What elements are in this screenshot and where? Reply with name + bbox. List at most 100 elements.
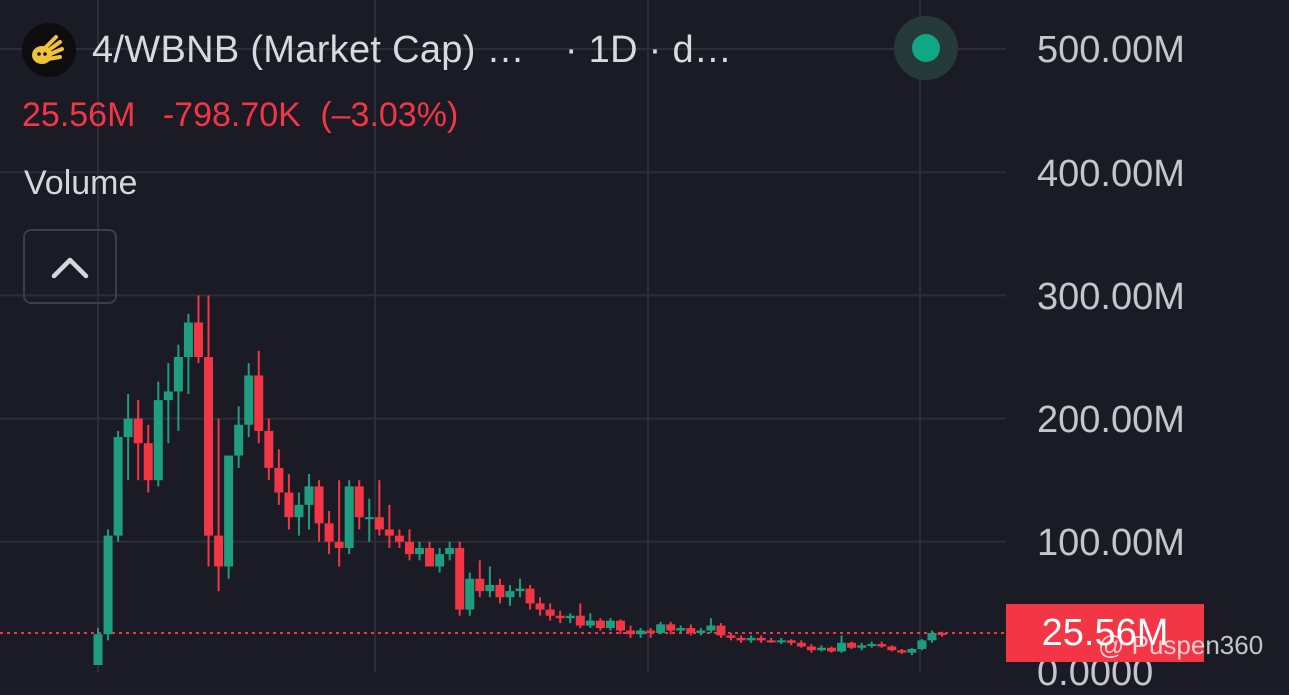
candle-body [143, 443, 153, 481]
candle-body [907, 648, 917, 653]
candle [907, 647, 917, 656]
candle [917, 639, 927, 651]
candle [153, 381, 163, 487]
candle [615, 619, 625, 635]
hand-logo-icon[interactable] [22, 23, 76, 77]
candle-body [867, 644, 877, 647]
candle-body [816, 647, 826, 651]
candle [937, 631, 947, 637]
candle [344, 480, 354, 555]
candle [505, 584, 515, 606]
candle-body [646, 630, 656, 633]
candle-body [847, 642, 857, 648]
candle [555, 610, 565, 624]
candle [756, 635, 766, 643]
candle-body [384, 529, 394, 536]
candle-body [897, 650, 907, 653]
candle-body [354, 486, 364, 518]
candle [515, 578, 525, 598]
candle-body [656, 624, 666, 633]
candle-body [796, 642, 806, 647]
candle [334, 480, 344, 567]
candle-body [495, 584, 505, 598]
candle [143, 424, 153, 493]
collapse-indicators-button[interactable] [23, 229, 117, 304]
candle-body [555, 615, 565, 619]
candle-body [917, 640, 927, 649]
candle-body [585, 620, 595, 626]
candle [485, 566, 495, 598]
candle [354, 480, 364, 530]
candle-body [163, 391, 173, 401]
candle-body [565, 615, 575, 619]
candle-body [756, 637, 766, 641]
candle [234, 406, 244, 468]
candlestick-chart[interactable] [0, 0, 1289, 672]
candle [887, 645, 897, 652]
candle [244, 363, 254, 438]
candle-body [545, 609, 555, 616]
candle [103, 529, 113, 641]
interval-label[interactable]: · 1D · d… [564, 28, 733, 71]
candle-body [425, 547, 435, 567]
candle-body [927, 632, 937, 641]
candle [897, 648, 907, 654]
candle-body [234, 424, 244, 456]
candle [93, 628, 103, 665]
candle-body [103, 535, 113, 635]
candle [465, 572, 475, 616]
candle [224, 455, 234, 579]
candle-body [415, 547, 425, 555]
candle [796, 640, 806, 648]
candle-body [575, 615, 585, 626]
candle-body [595, 620, 605, 629]
price-summary: 25.56M -798.70K (–3.03%) [22, 96, 476, 135]
candle [214, 418, 224, 592]
candle [415, 541, 425, 561]
candle-body [204, 357, 214, 536]
candle [545, 603, 555, 621]
symbol-title[interactable]: 4/WBNB (Market Cap) … [92, 28, 525, 71]
candle-body [535, 603, 545, 610]
candle [294, 492, 304, 536]
candle-body [726, 635, 736, 638]
candles [93, 295, 947, 665]
candle-body [776, 640, 786, 643]
candle-body [475, 578, 485, 592]
candle-body [455, 547, 465, 610]
candle [435, 547, 445, 573]
last-price: 25.56M [22, 96, 136, 134]
candle [364, 498, 374, 542]
candle [786, 639, 796, 646]
candle [656, 621, 666, 635]
live-status-dot-icon[interactable] [894, 16, 958, 80]
candle-body [435, 554, 445, 567]
candle [575, 603, 585, 629]
volume-indicator-label[interactable]: Volume [24, 164, 138, 202]
candle [163, 363, 173, 444]
candle-body [887, 646, 897, 651]
candle [605, 618, 615, 631]
candle [455, 541, 465, 616]
candle-body [515, 588, 525, 592]
candle [585, 613, 595, 629]
candle-body [716, 625, 726, 636]
candle [254, 350, 264, 444]
candle-body [224, 455, 234, 567]
candle-body [786, 640, 796, 643]
candle-body [133, 418, 143, 444]
candle [806, 644, 816, 653]
candle [706, 618, 716, 633]
candle [857, 642, 867, 651]
candle-body [364, 517, 374, 520]
candle [324, 511, 334, 555]
candle [304, 474, 314, 530]
last-price-tag: 25.56M [1006, 604, 1204, 662]
candle-body [344, 486, 354, 548]
candle [284, 474, 294, 530]
candle [726, 632, 736, 641]
candle [535, 597, 545, 616]
candle-body [485, 584, 495, 592]
candle [867, 641, 877, 648]
candle-body [826, 647, 836, 652]
